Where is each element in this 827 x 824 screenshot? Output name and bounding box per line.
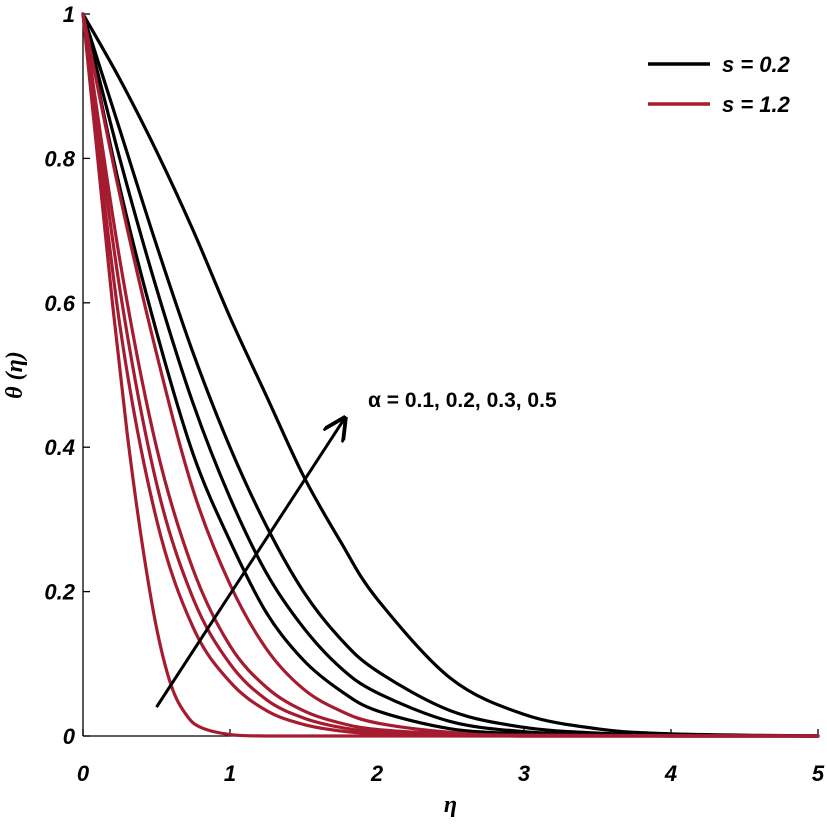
x-tick-label: 3 bbox=[518, 761, 530, 786]
curves bbox=[81, 12, 820, 738]
y-tick-label: 0.2 bbox=[44, 580, 75, 605]
x-tick-label: 0 bbox=[77, 761, 90, 786]
legend-label-2: s = 1.2 bbox=[722, 92, 791, 117]
y-tick-label: 0.8 bbox=[44, 146, 75, 171]
annotation: α = 0.1, 0.2, 0.3, 0.5 bbox=[155, 389, 557, 708]
x-axis-label: η bbox=[444, 792, 457, 818]
series-line-9 bbox=[81, 12, 820, 738]
x-tick-label: 4 bbox=[664, 761, 677, 786]
legend-label-1: s = 0.2 bbox=[722, 52, 791, 77]
y-tick-label: 0.4 bbox=[44, 435, 75, 460]
x-tick-label: 2 bbox=[370, 761, 384, 786]
y-tick-label: 0 bbox=[63, 724, 76, 749]
x-tick-label: 5 bbox=[812, 761, 825, 786]
series-line-6 bbox=[81, 12, 820, 738]
legend: s = 0.2 s = 1.2 bbox=[648, 52, 791, 117]
annotation-label: α = 0.1, 0.2, 0.3, 0.5 bbox=[368, 389, 557, 412]
parameter-arrow bbox=[155, 418, 345, 708]
y-axis-label: θ (η) bbox=[2, 351, 28, 399]
y-tick-label: 0.6 bbox=[44, 291, 75, 316]
series-line-3 bbox=[81, 12, 820, 738]
x-tick-label: 1 bbox=[224, 761, 236, 786]
y-tick-label: 1 bbox=[63, 2, 75, 27]
series-line-4 bbox=[81, 12, 820, 738]
